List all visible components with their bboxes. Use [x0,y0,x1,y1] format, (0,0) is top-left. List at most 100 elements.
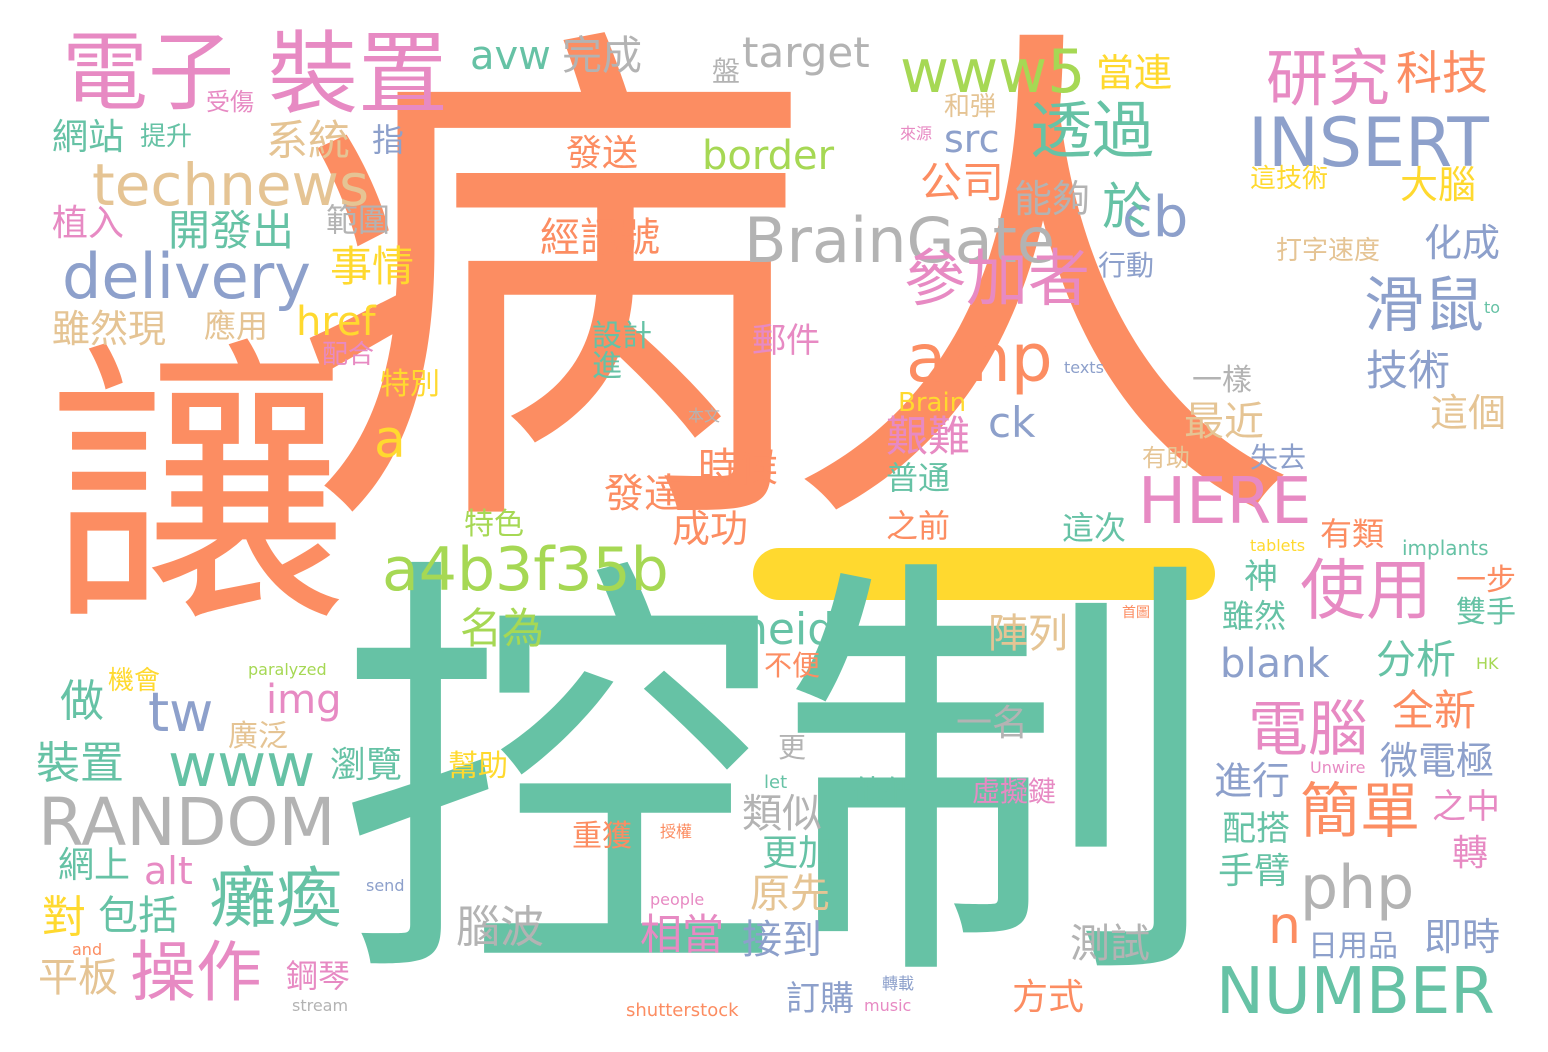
word-當連: 當連 [1096,51,1173,95]
word-完成: 完成 [562,33,642,79]
word-參加者: 參加者 [904,242,1091,315]
word-shutterstock: shutterstock [626,1000,739,1021]
word-滑鼠: 滑鼠 [1364,271,1484,341]
word-Brain: Brain [898,388,967,418]
word-病人: 病人 [292,0,1302,593]
word-艱難: 艱難 [886,412,971,461]
word-特色: 特色 [464,507,524,542]
word-n: n [1268,896,1301,956]
word-平板: 平板 [38,955,118,1001]
word-分析: 分析 [1376,637,1456,683]
word-透過: 透過 [1030,94,1155,167]
word-腦波: 腦波 [456,902,544,953]
word-網上: 網上 [58,845,131,886]
word-HK: HK [1476,654,1499,673]
word-stream: stream [292,996,349,1015]
word-原先: 原先 [750,871,830,917]
word-開發出: 開發出 [168,206,295,255]
word-一名: 一名 [956,703,1029,744]
word-控制: 控制 [338,524,1218,1036]
word-paralyzed: paralyzed [248,660,327,679]
word-本文: 本文 [688,406,721,425]
word-來源: 來源 [900,124,933,143]
word-鋼琴: 鋼琴 [286,957,351,995]
word-發達: 發達 [604,471,684,517]
word-更: 更 [778,731,807,764]
word-瀏覽: 瀏覽 [330,745,403,786]
word-雖然現: 雖然現 [52,307,167,351]
word-這個: 這個 [1430,391,1507,435]
word-包括: 包括 [98,893,178,939]
word-HERE: HERE [1138,465,1312,539]
word-應用: 應用 [204,307,269,345]
word-做: 做 [60,676,104,727]
word-avw: avw [470,33,551,79]
word-事情: 事情 [330,242,415,291]
word-打字速度: 打字速度 [1276,236,1381,266]
word-微電極: 微電極 [1380,739,1495,783]
word-失去: 失去 [1250,441,1307,474]
word-NUMBER: NUMBER [1216,955,1495,1029]
word-不便: 不便 [764,649,821,682]
word-有類: 有類 [1320,515,1385,553]
word-轉載: 轉載 [882,974,915,993]
highlight-bar [753,548,1215,600]
word-簡單: 簡單 [1300,777,1420,847]
word-植入: 植入 [52,203,125,244]
word-神: 神 [1244,557,1278,597]
word-技術: 技術 [1366,346,1451,395]
word-配搭: 配搭 [1222,809,1290,849]
word-電腦: 電腦 [1248,695,1368,765]
word-to: to [1484,298,1501,317]
word-重獲: 重獲 [572,819,632,854]
word-成功: 成功 [672,507,749,551]
word-研究: 研究 [1266,42,1391,115]
word-經訊號: 經訊號 [540,215,660,261]
word-時候: 時候 [698,445,778,491]
word-測試: 測試 [1070,921,1150,967]
word-之中: 之中 [1432,787,1500,827]
word-tw: tw [148,681,214,744]
word-普通: 普通 [886,459,951,497]
word-裝置: 裝置 [36,738,124,789]
word-href: href [296,299,376,345]
word-指: 指 [372,121,405,159]
word-and: and [72,940,103,959]
word-alt: alt [144,849,193,893]
word-授權: 授權 [660,822,693,841]
word-a: a [374,410,406,470]
word-music: music [864,996,912,1015]
word-people: people [650,890,705,909]
word-blank: blank [1220,641,1330,687]
word-配合: 配合 [322,340,375,370]
word-www: www [168,731,316,801]
word-target: target [742,28,870,77]
word-delivery: delivery [62,240,311,313]
word-接到: 接到 [742,917,822,963]
word-手臂: 手臂 [1218,851,1291,892]
word-科技: 科技 [1396,46,1488,100]
word-郵件: 郵件 [752,321,820,361]
word-機會: 機會 [108,666,161,696]
word-網站: 網站 [52,117,125,158]
word-php: php [1300,853,1415,923]
word-操作: 操作 [130,934,262,1011]
word-zoneid: zoneid [690,604,836,655]
word-化成: 化成 [1424,221,1501,265]
word-INSERT: INSERT [1248,104,1489,183]
word-首圖: 首圖 [1122,605,1150,621]
word-border: border [702,133,835,179]
word-他們: 他們 [852,773,917,811]
word-陣列: 陣列 [988,611,1068,657]
word-雙手: 雙手 [1456,595,1516,630]
word-www5: www5 [900,37,1086,107]
word-癱瘓: 癱瘓 [210,860,342,937]
word-電子: 電子 [62,23,234,123]
word-對: 對 [42,892,86,943]
word-受傷: 受傷 [206,88,254,116]
word-特別: 特別 [380,367,440,402]
word-let: let [764,772,788,793]
word-這技術: 這技術 [1250,164,1329,194]
word-即時: 即時 [1424,915,1501,959]
word-公司: 公司 [920,158,1005,207]
